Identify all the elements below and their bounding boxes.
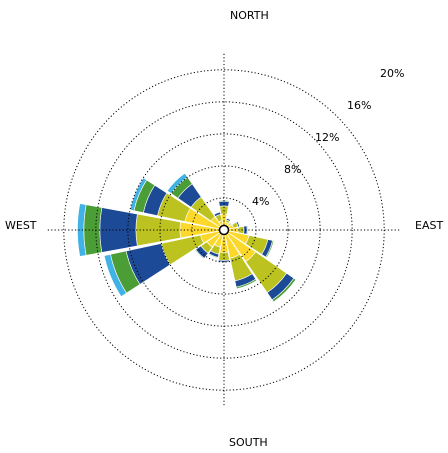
grid-ring: [159, 165, 289, 295]
direction-label-west: WEST: [5, 219, 37, 232]
direction-label-east: EAST: [415, 219, 443, 232]
radial-tick-label: 4%: [252, 195, 269, 208]
direction-label-south: SOUTH: [229, 436, 268, 449]
wind-sector-segment: [207, 253, 219, 259]
polar-grid: [47, 53, 401, 407]
radial-tick-label: 12%: [315, 131, 339, 144]
radial-tick-label: 16%: [347, 99, 371, 112]
wind-sector-segment: [103, 253, 127, 297]
radial-tick-label: 20%: [380, 67, 404, 80]
wind-sector-segment: [99, 207, 138, 253]
wind-sector-segment: [237, 220, 241, 227]
wind-sector-segment: [194, 249, 205, 260]
wind-sector-segment: [246, 225, 249, 235]
radial-tick-label: 8%: [284, 163, 301, 176]
wind-sector-segment: [235, 278, 258, 290]
grid-ring: [95, 101, 353, 359]
direction-label-north: NORTH: [230, 9, 269, 22]
wind-sector-segment: [265, 240, 275, 259]
wind-sector-segment: [218, 251, 230, 261]
grid-ring: [63, 69, 385, 391]
chart-labels: NORTH EAST SOUTH WEST 4% 8% 12% 16% 20%: [5, 9, 443, 449]
wind-sector-segment: [226, 217, 232, 221]
wind-sector-segment: [271, 277, 297, 303]
wind-rose-sectors: [77, 172, 297, 303]
center-hub: [218, 224, 230, 236]
wind-sector-segment: [77, 203, 87, 257]
wind-sector-segment: [213, 211, 221, 215]
